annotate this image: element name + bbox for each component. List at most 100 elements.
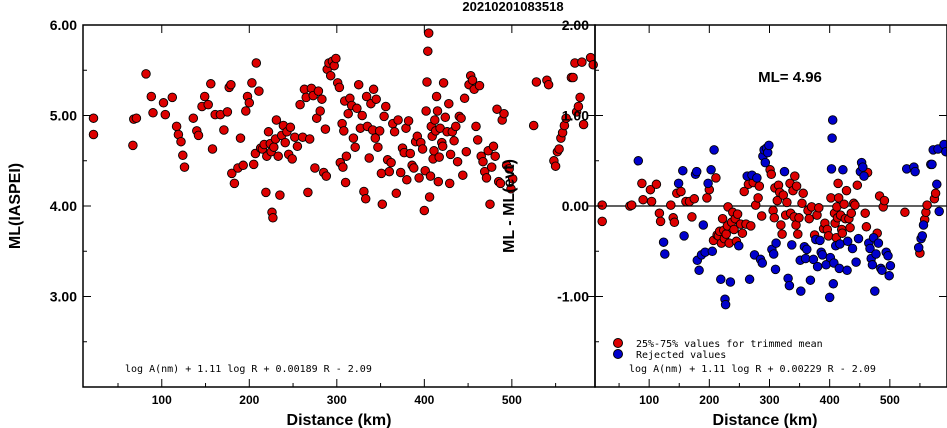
left-point-s0-186	[474, 80, 485, 91]
left-point-s0-1	[88, 129, 99, 140]
left-point-s0-7	[148, 108, 158, 118]
right-point-s0-10	[655, 216, 666, 227]
left-ytick-label-3: 6.00	[50, 17, 77, 33]
legend: 25%-75% values for trimmed mean Rejected…	[613, 338, 823, 361]
right-ticks: 100 200 300 400 500 -1.00 0.00 1.00 2.00	[557, 17, 947, 407]
right-point-s1-56	[824, 292, 835, 303]
left-point-s0-34	[238, 160, 248, 171]
right-point-s0-53	[766, 169, 777, 180]
right-marks	[595, 115, 947, 310]
right-point-s0-85	[823, 231, 834, 241]
right-point-s1-21	[734, 241, 744, 251]
left-point-s0-178	[459, 93, 470, 104]
left-point-s0-203	[506, 184, 516, 194]
left-point-s0-46	[261, 187, 271, 198]
left-point-s0-185	[472, 135, 483, 145]
left-point-s0-174	[452, 156, 463, 167]
left-point-s0-198	[495, 178, 506, 189]
right-point-s0-28	[717, 213, 728, 224]
right-point-s1-77	[865, 243, 875, 254]
right-point-s1-34	[764, 140, 774, 151]
right-point-s1-75	[859, 171, 869, 181]
left-point-s0-193	[486, 162, 497, 172]
left-point-s0-138	[409, 163, 419, 173]
right-point-s1-51	[812, 261, 823, 272]
left-point-s0-67	[295, 99, 305, 110]
left-point-s0-48	[263, 127, 274, 137]
legend-marker-rejected	[613, 349, 623, 359]
left-point-s0-96	[340, 177, 351, 188]
left-point-s0-90	[334, 82, 345, 93]
right-point-s0-1	[597, 216, 607, 227]
right-point-s1-89	[885, 260, 896, 271]
right-point-s0-13	[669, 217, 680, 228]
left-point-s0-57	[275, 190, 285, 200]
right-ytick-label-2: 1.00	[562, 108, 589, 124]
right-point-s1-5	[679, 231, 689, 241]
left-panel: 100 200 300 400 500 3.00 4.00 5.00 6.00 Distance…	[7, 17, 598, 428]
left-point-s0-9	[160, 109, 171, 120]
right-point-s0-20	[702, 193, 712, 203]
left-point-s0-114	[368, 84, 379, 95]
left-point-s0-135	[403, 116, 414, 126]
right-point-s1-41	[784, 280, 795, 291]
left-xtick-label-4: 500	[502, 393, 522, 407]
right-point-s0-18	[687, 212, 697, 222]
right-point-s0-93	[833, 193, 844, 203]
right-point-s1-88	[884, 270, 894, 281]
left-point-s0-176	[456, 113, 466, 123]
right-point-s0-40	[732, 209, 743, 219]
left-point-s0-165	[438, 78, 449, 88]
right-point-s0-49	[753, 193, 763, 203]
left-ticks: 100 200 300 400 500 3.00 4.00 5.00 6.00	[50, 17, 595, 407]
left-point-s0-200	[499, 108, 509, 119]
left-point-s0-16	[188, 113, 199, 123]
left-point-s0-98	[343, 108, 353, 119]
left-point-s0-218	[568, 72, 578, 83]
left-point-s0-158	[431, 91, 442, 102]
left-point-s0-184	[471, 121, 481, 132]
right-point-s0-50	[754, 181, 765, 191]
right-point-s1-102	[934, 206, 944, 217]
left-point-s0-15	[179, 162, 190, 172]
right-point-s1-71	[853, 233, 864, 244]
left-point-s0-122	[381, 101, 391, 112]
right-point-s1-60	[827, 115, 838, 125]
left-point-s0-130	[395, 167, 406, 178]
right-point-s0-104	[850, 200, 860, 210]
right-point-s1-16	[709, 145, 719, 155]
left-point-s0-222	[575, 92, 585, 103]
left-point-s0-141	[414, 173, 424, 183]
right-point-s1-83	[873, 238, 884, 248]
right-point-s1-104	[941, 146, 947, 157]
left-point-s0-101	[348, 133, 359, 143]
right-point-s0-119	[930, 188, 941, 199]
left-point-s0-97	[341, 151, 352, 161]
left-point-s0-41	[251, 58, 262, 68]
right-point-s1-79	[867, 260, 878, 270]
right-point-s1-46	[800, 253, 811, 264]
left-point-s0-29	[226, 79, 236, 90]
right-point-s1-44	[796, 286, 806, 296]
right-point-s0-72	[793, 229, 803, 239]
left-point-s0-210	[550, 161, 561, 171]
left-x-label: Distance (km)	[287, 412, 392, 428]
left-point-s0-119	[376, 168, 387, 179]
right-point-s0-102	[846, 208, 857, 218]
left-point-s0-120	[377, 199, 388, 209]
right-point-s1-23	[744, 274, 755, 285]
right-point-s0-6	[645, 184, 656, 195]
left-point-s0-144	[419, 205, 430, 216]
right-point-s1-66	[838, 165, 848, 175]
left-point-s0-103	[352, 103, 362, 114]
right-point-s1-37	[770, 264, 781, 275]
left-point-s0-194	[488, 141, 499, 152]
right-point-s1-15	[707, 246, 718, 257]
right-point-s1-9	[694, 265, 704, 276]
left-point-s0-192	[485, 199, 495, 209]
left-xtick-label-3: 400	[414, 393, 434, 407]
left-point-s0-78	[315, 106, 325, 116]
left-point-s0-116	[371, 94, 381, 104]
right-point-s1-4	[678, 165, 688, 176]
